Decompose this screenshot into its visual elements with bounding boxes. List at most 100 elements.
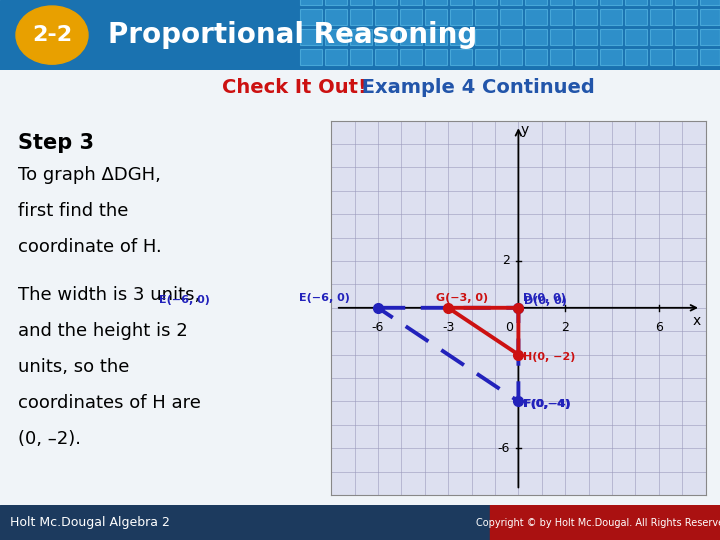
Bar	[525, 0, 547, 5]
Bar	[425, 49, 447, 65]
Text: y: y	[520, 123, 528, 137]
Bar	[475, 29, 497, 45]
Bar	[300, 29, 322, 45]
Bar	[675, 9, 697, 25]
Bar	[500, 9, 522, 25]
Bar	[475, 9, 497, 25]
Bar	[325, 9, 347, 25]
Bar	[400, 9, 422, 25]
Bar	[700, 0, 720, 5]
Text: Copyright © by Holt Mc.Dougal. All Rights Reserved.: Copyright © by Holt Mc.Dougal. All Right…	[477, 518, 720, 528]
Bar	[700, 29, 720, 45]
Bar	[375, 9, 397, 25]
Bar	[625, 29, 647, 45]
Bar	[450, 0, 472, 5]
Bar	[700, 9, 720, 25]
Text: first find the: first find the	[18, 202, 129, 220]
Text: The width is 3 units,: The width is 3 units,	[18, 286, 201, 304]
Bar	[425, 0, 447, 5]
Bar	[325, 29, 347, 45]
Text: Example 4 Continued: Example 4 Continued	[355, 78, 595, 97]
Bar	[575, 0, 597, 5]
Text: Holt Mc.Dougal Algebra 2: Holt Mc.Dougal Algebra 2	[10, 516, 170, 529]
Bar	[350, 49, 372, 65]
Text: To graph ΔDGH,: To graph ΔDGH,	[18, 166, 161, 184]
Bar	[300, 49, 322, 65]
Bar	[650, 9, 672, 25]
Bar	[525, 29, 547, 45]
Bar	[300, 0, 322, 5]
Text: and the height is 2: and the height is 2	[18, 322, 188, 340]
Bar	[375, 0, 397, 5]
Text: E(−6, 0): E(−6, 0)	[299, 293, 350, 303]
Bar	[650, 29, 672, 45]
Bar	[400, 49, 422, 65]
Bar	[600, 0, 622, 5]
Text: F(0,−4): F(0,−4)	[523, 399, 570, 409]
Bar	[350, 29, 372, 45]
Bar	[325, 0, 347, 5]
Text: -6: -6	[372, 321, 384, 334]
Bar	[550, 0, 572, 5]
Text: 6: 6	[655, 321, 662, 334]
Text: 2: 2	[562, 321, 569, 334]
Bar	[575, 49, 597, 65]
Bar	[450, 49, 472, 65]
Bar	[375, 29, 397, 45]
Bar	[425, 9, 447, 25]
Bar	[600, 9, 622, 25]
Bar	[600, 49, 622, 65]
Bar	[450, 9, 472, 25]
Bar	[675, 49, 697, 65]
Bar	[350, 0, 372, 5]
Bar	[675, 29, 697, 45]
Text: F(0,−4): F(0,−4)	[524, 399, 571, 409]
Ellipse shape	[16, 6, 88, 64]
Bar	[490, 505, 720, 540]
Bar	[375, 49, 397, 65]
Bar	[300, 9, 322, 25]
Bar	[650, 0, 672, 5]
Bar	[400, 29, 422, 45]
Bar	[500, 0, 522, 5]
Text: G(−3, 0): G(−3, 0)	[436, 293, 489, 303]
Bar	[550, 9, 572, 25]
Text: 2: 2	[502, 254, 510, 267]
Bar	[525, 9, 547, 25]
Bar	[650, 49, 672, 65]
Text: x: x	[692, 314, 701, 328]
Text: H(0, −2): H(0, −2)	[523, 352, 575, 362]
Text: units, so the: units, so the	[18, 358, 130, 376]
Text: coordinates of H are: coordinates of H are	[18, 394, 201, 412]
Bar	[700, 49, 720, 65]
Bar	[625, 9, 647, 25]
Bar	[550, 49, 572, 65]
Text: Proportional Reasoning: Proportional Reasoning	[108, 21, 477, 49]
Text: 2-2: 2-2	[32, 25, 72, 45]
Text: E(−6, 0): E(−6, 0)	[158, 295, 210, 305]
Text: coordinate of H.: coordinate of H.	[18, 238, 162, 256]
Text: 0: 0	[505, 321, 513, 334]
Bar	[600, 29, 622, 45]
Bar	[550, 29, 572, 45]
Bar	[625, 49, 647, 65]
Bar	[325, 49, 347, 65]
Bar	[425, 29, 447, 45]
Bar	[625, 0, 647, 5]
Bar	[500, 29, 522, 45]
Bar	[475, 49, 497, 65]
Bar	[450, 29, 472, 45]
Bar	[575, 9, 597, 25]
Bar	[475, 0, 497, 5]
Bar	[575, 29, 597, 45]
Text: Check It Out!: Check It Out!	[222, 78, 367, 97]
Text: Step 3: Step 3	[18, 133, 94, 153]
Bar	[350, 9, 372, 25]
Text: -3: -3	[442, 321, 454, 334]
Bar	[525, 49, 547, 65]
Bar	[400, 0, 422, 5]
Bar	[675, 0, 697, 5]
Text: D(0, 0): D(0, 0)	[524, 296, 567, 306]
Bar	[500, 49, 522, 65]
Text: D(0, 0): D(0, 0)	[523, 293, 566, 303]
